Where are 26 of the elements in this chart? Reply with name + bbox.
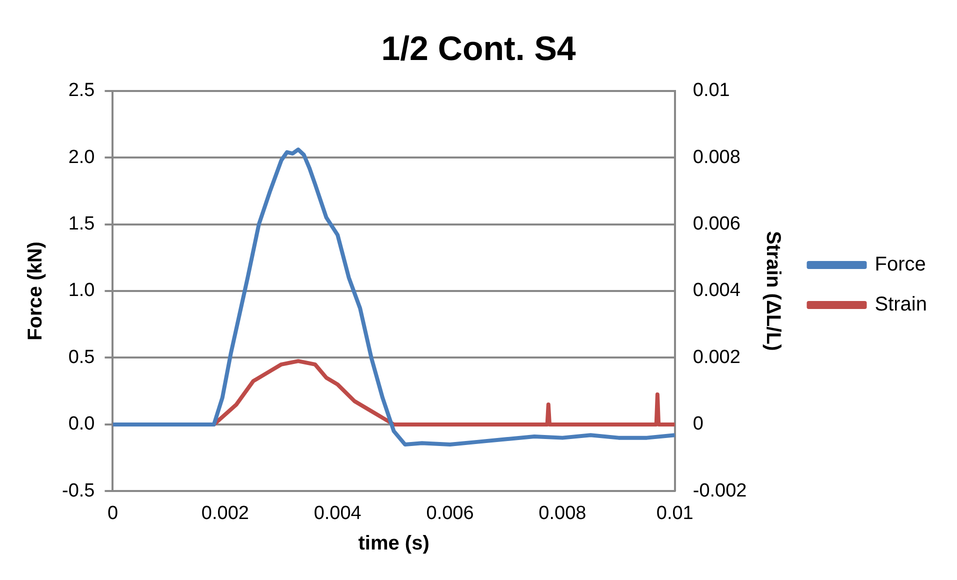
y2-tick-label: 0.004	[692, 280, 741, 302]
y-tick-label: 0.5	[68, 346, 95, 368]
y-tick-label: 2.5	[68, 80, 95, 102]
x-axis-title: time (s)	[358, 532, 430, 555]
x-tick-label: 0.008	[538, 502, 586, 524]
legend-label: Force	[874, 254, 926, 276]
chart-title: 1/2 Cont. S4	[381, 30, 576, 68]
y2-tick-label: -0.002	[692, 480, 747, 502]
x-tick-label: 0	[107, 502, 118, 524]
y-tick-label: 1.5	[68, 214, 95, 234]
y2-tick-label: 0	[692, 414, 704, 435]
y2-tick-label: 0.002	[692, 346, 740, 368]
y2-tick-label: 0.008	[692, 146, 740, 168]
y-tick-label: 0.0	[68, 414, 95, 435]
y-tick-label: 1.0	[68, 280, 95, 302]
x-tick-label: 0.01	[656, 502, 694, 524]
y2-tick-label: 0.01	[692, 80, 730, 102]
y2-axis-title: Strain (ΔL/L)	[762, 231, 784, 351]
legend-label: Strain	[874, 294, 928, 316]
x-tick-label: 0.002	[201, 502, 249, 524]
y-axis-title: Force (kN)	[24, 242, 47, 340]
y-tick-label: 2.0	[68, 146, 95, 168]
y2-tick-label: 0.006	[692, 214, 740, 234]
x-tick-label: 0.004	[314, 502, 362, 524]
y-tick-label: -0.5	[62, 480, 95, 502]
x-tick-label: 0.006	[426, 502, 474, 524]
